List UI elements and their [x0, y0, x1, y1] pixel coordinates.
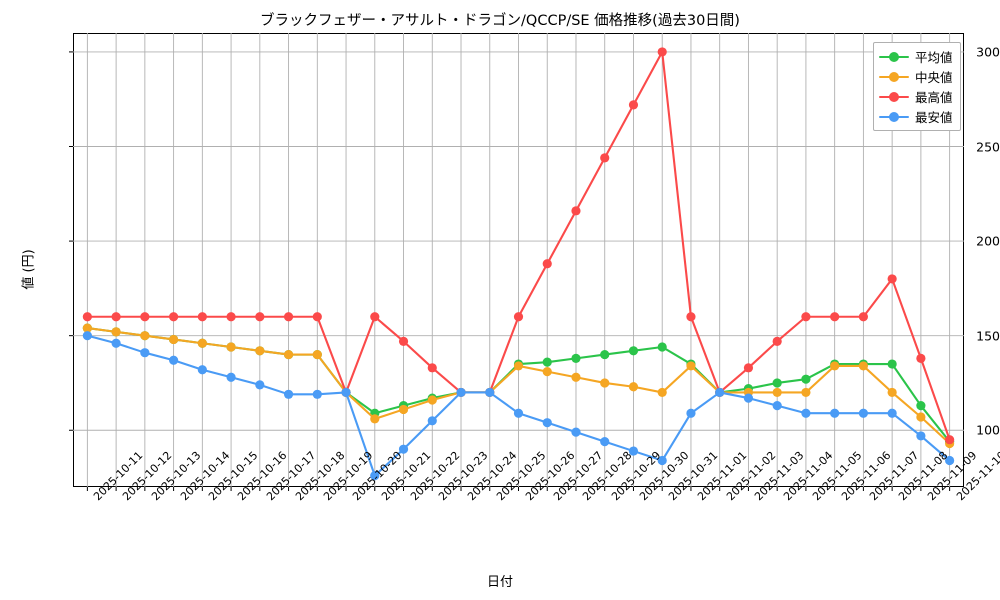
x-tick-label: 2025-10-13: [149, 449, 203, 503]
x-tick-label: 2025-10-15: [206, 449, 260, 503]
x-tick-label: 2025-10-18: [293, 449, 347, 503]
x-tick-label: 2025-11-04: [781, 449, 835, 503]
x-tick-label: 2025-10-12: [120, 449, 174, 503]
x-tick-label: 2025-11-05: [810, 449, 864, 503]
x-tick-label: 2025-10-16: [235, 449, 289, 503]
chart-title: ブラックフェザー・アサルト・ドラゴン/QCCP/SE 価格推移(過去30日間): [260, 13, 740, 29]
x-tick-label: 2025-10-11: [91, 449, 145, 503]
x-tick-label: 2025-11-02: [724, 449, 778, 503]
x-tick-label: 2025-10-24: [465, 449, 519, 503]
legend-swatch-icon: [879, 50, 909, 64]
x-tick-label: 2025-10-25: [494, 449, 548, 503]
x-tick-label: 2025-10-14: [178, 449, 232, 503]
y-tick-label: 250: [976, 139, 1000, 154]
y-tick-label: 200: [976, 233, 1000, 249]
x-tick-label: 2025-10-17: [264, 449, 318, 503]
x-tick-label: 2025-11-01: [695, 449, 749, 503]
x-tick-label: 2025-10-22: [408, 449, 462, 503]
x-tick-label: 2025-10-21: [379, 449, 433, 503]
legend-item-3[interactable]: 最安値: [879, 108, 953, 125]
y-axis-label: 値 (円): [21, 249, 37, 290]
legend-label: 最安値: [915, 110, 953, 125]
legend-item-1[interactable]: 中央値: [879, 68, 953, 85]
x-axis-label: 日付: [486, 575, 513, 590]
x-tick-label: 2025-11-03: [752, 449, 806, 503]
x-tick-label: 2025-10-30: [637, 449, 691, 503]
legend-item-0[interactable]: 平均値: [879, 48, 953, 65]
x-tick-label: 2025-11-10: [953, 448, 1000, 504]
y-tick-label: 100: [976, 422, 1000, 438]
legend-label: 中央値: [915, 70, 953, 85]
legend-item-2[interactable]: 最高値: [879, 88, 953, 105]
x-tick-label: 2025-10-27: [551, 449, 605, 503]
x-tick-label: 2025-11-09: [925, 449, 979, 503]
x-tick-label: 2025-10-31: [666, 449, 720, 503]
x-tick-label: 2025-10-20: [350, 449, 404, 503]
legend-label: 最高値: [915, 90, 953, 105]
legend-swatch-icon: [879, 110, 909, 124]
x-tick-label: 2025-10-19: [321, 449, 375, 503]
y-tick-label: 150: [976, 328, 1000, 344]
legend-swatch-icon: [879, 90, 909, 104]
x-tick-label: 2025-11-07: [867, 449, 921, 503]
x-tick-label: 2025-10-26: [523, 449, 577, 503]
chart-legend: 平均値中央値最高値最安値: [873, 42, 961, 131]
x-tick-label: 2025-11-06: [839, 449, 893, 503]
legend-swatch-icon: [879, 70, 909, 84]
x-tick-label: 2025-10-23: [436, 449, 490, 503]
plot-area: [73, 33, 964, 487]
x-tick-label: 2025-10-28: [580, 449, 634, 503]
x-tick-label: 2025-10-29: [609, 449, 663, 503]
legend-label: 平均値: [915, 50, 953, 65]
x-tick-label: 2025-11-08: [896, 449, 950, 503]
y-tick-label: 300: [976, 44, 1000, 60]
